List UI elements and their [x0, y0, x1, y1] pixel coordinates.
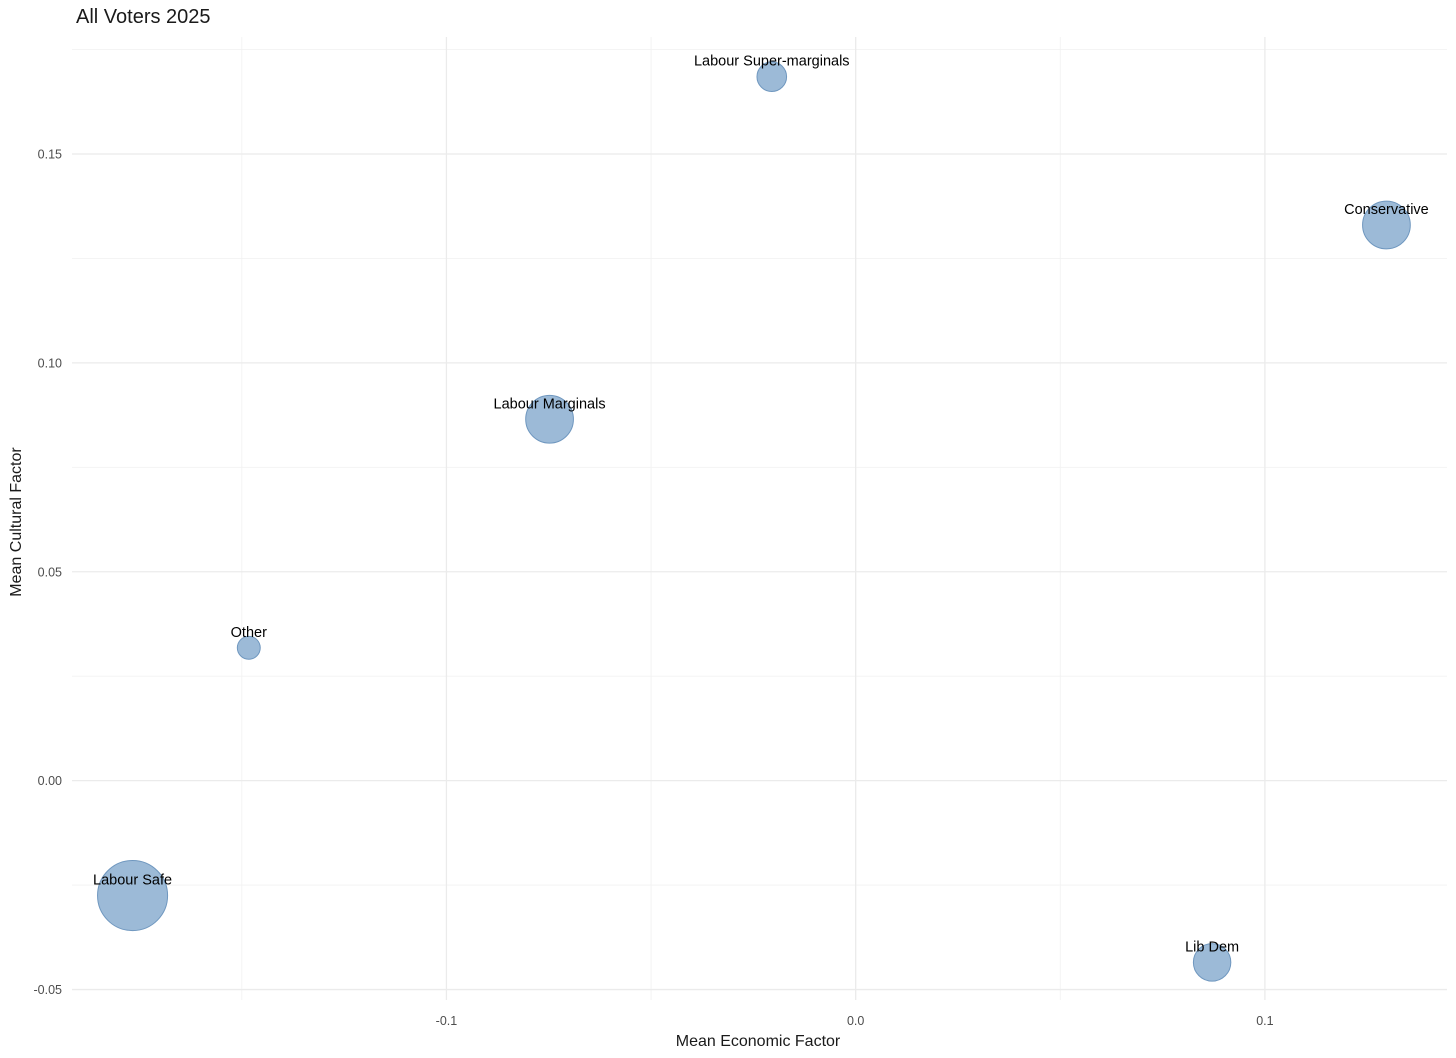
chart-title: All Voters 2025 — [76, 6, 211, 28]
x-tick-label: 0.0 — [847, 1014, 864, 1028]
y-axis-ticks: -0.05 0.00 0.05 0.10 0.15 — [34, 147, 63, 997]
grid — [72, 37, 1447, 1000]
point-marker — [1192, 943, 1232, 982]
data-points — [97, 61, 1411, 982]
point-label: Labour Super-marginals — [694, 54, 850, 70]
x-axis-ticks: -0.1 0.0 0.1 — [436, 1014, 1274, 1028]
y-tick-label: 0.00 — [38, 774, 62, 788]
point-marker — [97, 860, 169, 932]
point-label: Conservative — [1344, 202, 1429, 218]
y-tick-label: 0.10 — [38, 356, 62, 370]
point-marker — [525, 394, 574, 444]
point-labels: Labour Super-marginals Conservative Labour… — [93, 54, 1429, 956]
point-marker — [756, 61, 788, 92]
point-marker — [236, 635, 261, 660]
y-axis-label: Mean Cultural Factor — [8, 447, 25, 597]
point-label: Labour Marginals — [494, 396, 606, 412]
point-marker — [1362, 200, 1411, 250]
y-tick-label: 0.05 — [38, 565, 62, 579]
point-label: Lib Dem — [1185, 939, 1239, 955]
y-tick-label: 0.15 — [38, 147, 62, 161]
x-tick-label: 0.1 — [1256, 1014, 1273, 1028]
x-tick-label: -0.1 — [436, 1014, 458, 1028]
y-tick-label: -0.05 — [34, 983, 63, 997]
x-axis-label: Mean Economic Factor — [676, 1033, 841, 1050]
point-label: Labour Safe — [93, 873, 172, 889]
point-label: Other — [231, 625, 267, 641]
